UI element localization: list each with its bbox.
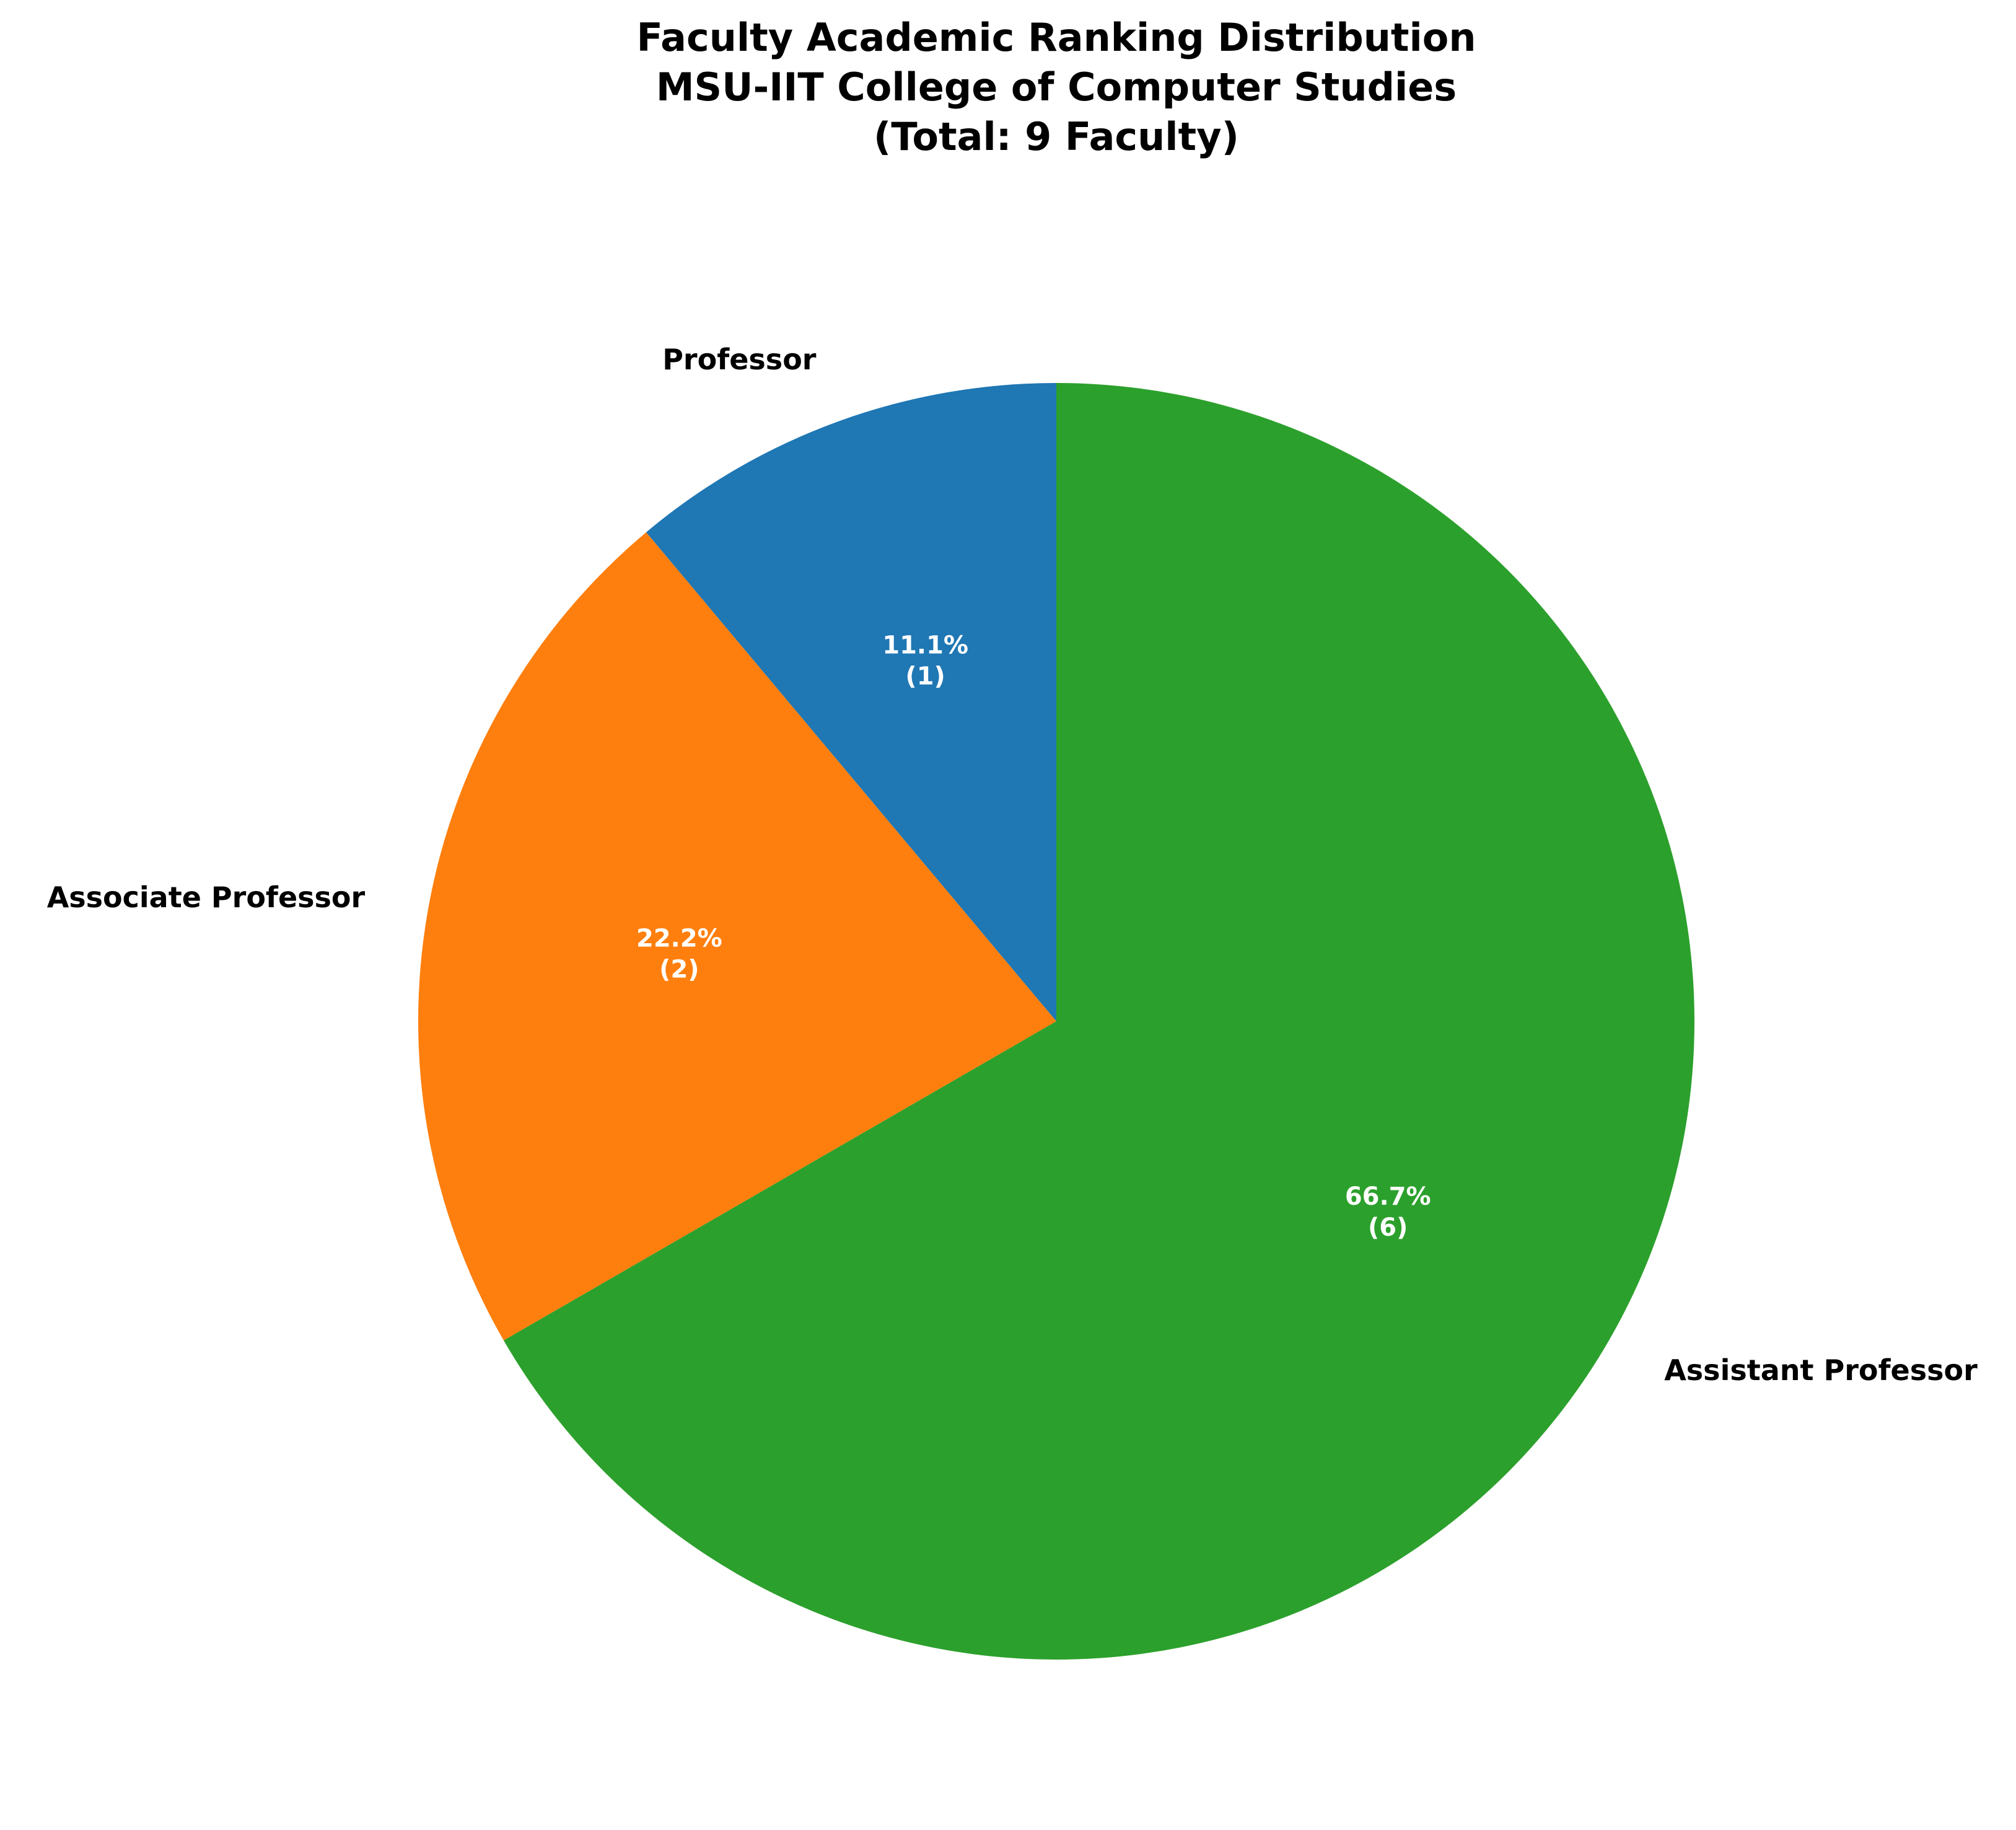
title-line-3: (Total: 9 Faculty): [874, 114, 1239, 159]
slice-assistant-professor: [503, 383, 1694, 1660]
title-line-2: MSU-IIT College of Computer Studies: [656, 64, 1457, 110]
percent-label-associate-professor: 22.2%: [636, 925, 722, 953]
count-label-assistant-professor: (6): [1368, 1213, 1408, 1242]
pie-slices: [418, 383, 1694, 1660]
chart-title: Faculty Academic Ranking Distribution MS…: [636, 15, 1476, 159]
pie-labels: Professor 11.1% (1) Associate Professor 22.2…: [47, 343, 1978, 1387]
percent-label-professor: 11.1%: [882, 631, 968, 659]
slice-associate-professor: [418, 532, 1056, 1340]
category-label-associate-professor: Associate Professor: [47, 881, 366, 914]
count-label-associate-professor: (2): [659, 956, 699, 984]
title-line-1: Faculty Academic Ranking Distribution: [636, 15, 1476, 60]
slice-professor: [646, 383, 1056, 1021]
count-label-professor: (1): [905, 662, 945, 690]
category-label-professor: Professor: [662, 343, 817, 376]
category-label-assistant-professor: Assistant Professor: [1664, 1353, 1978, 1387]
percent-label-assistant-professor: 66.7%: [1345, 1182, 1431, 1211]
